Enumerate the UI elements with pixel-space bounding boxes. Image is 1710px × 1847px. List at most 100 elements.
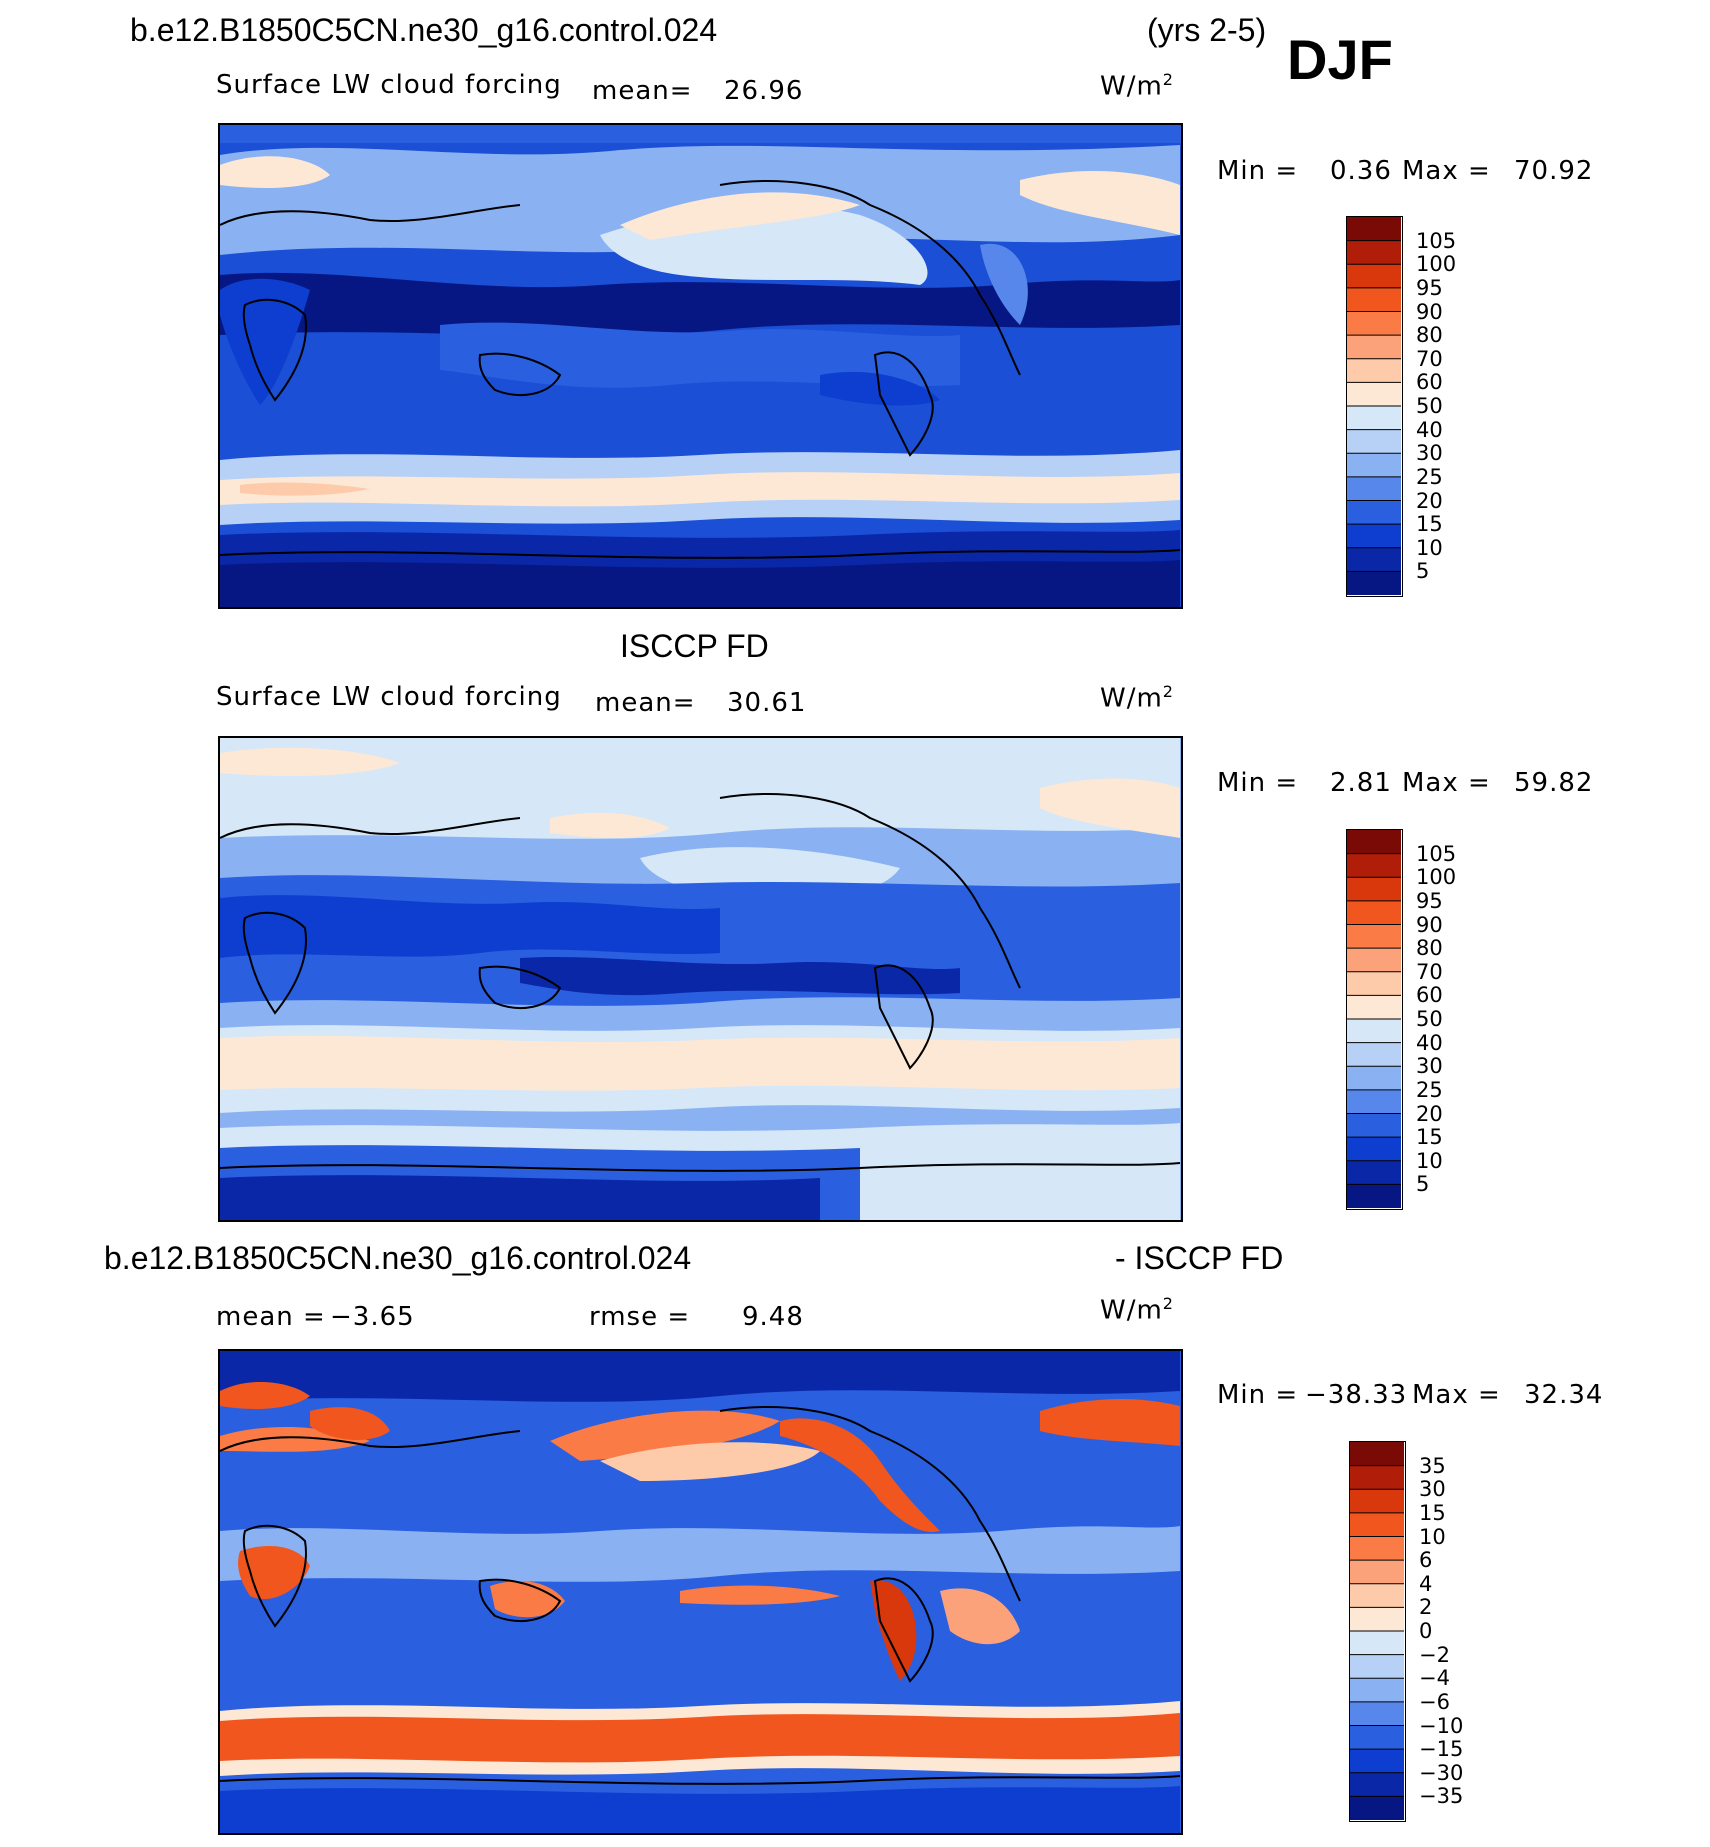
colorbar-tick-label: 90 (1416, 299, 1443, 324)
colorbar-tick-label: −15 (1419, 1737, 1464, 1762)
colorbar-tick-label: 105 (1416, 228, 1457, 253)
panel1-variable: Surface LW cloud forcing (216, 70, 562, 100)
colorbar-swatch (1347, 1042, 1401, 1067)
colorbar-swatch (1350, 1489, 1404, 1514)
colorbar-tick-label: 50 (1416, 1007, 1443, 1031)
colorbar-tick-label: 40 (1416, 1030, 1443, 1055)
panel3-units: W/m2 (1100, 1294, 1174, 1326)
colorbar-swatch (1347, 240, 1401, 265)
case-title: b.e12.B1850C5CN.ne30_g16.control.024 (130, 12, 718, 48)
panel2-max-value: 59.82 (1514, 768, 1594, 798)
colorbar-swatch (1347, 1019, 1401, 1044)
panel1-max-label: Max = (1402, 156, 1491, 186)
colorbar-swatch (1350, 1654, 1404, 1679)
colorbar-swatch (1347, 877, 1401, 902)
colorbar-swatch (1350, 1631, 1404, 1656)
colorbar-swatch (1347, 217, 1401, 242)
colorbar-swatch (1350, 1701, 1404, 1726)
colorbar-swatch (1350, 1536, 1404, 1561)
colorbar-swatch (1347, 382, 1401, 407)
colorbar-swatch (1350, 1583, 1404, 1608)
panel3-min-value: −38.33 (1305, 1380, 1408, 1410)
panel2-min-label: Min = (1217, 768, 1299, 798)
colorbar-swatch (1347, 547, 1401, 572)
colorbar-swatch (1350, 1678, 1404, 1703)
panel3-min-label: Min = (1217, 1380, 1299, 1410)
colorbar-swatch (1350, 1512, 1404, 1537)
panel2-map-fill (220, 738, 1181, 1220)
panel3-title-right: - ISCCP FD (1115, 1240, 1284, 1276)
colorbar-swatch (1347, 924, 1401, 949)
colorbar-tick-label: 95 (1416, 888, 1443, 913)
colorbar-tick-label: −35 (1419, 1784, 1464, 1809)
colorbar-tick-label: 30 (1419, 1477, 1446, 1502)
colorbar-tick-label: 100 (1416, 865, 1457, 890)
panel3-title-left: b.e12.B1850C5CN.ne30_g16.control.024 (104, 1240, 692, 1276)
colorbar-tick-label: 50 (1416, 394, 1443, 418)
colorbar-swatch (1347, 264, 1401, 289)
colorbar-swatch (1347, 524, 1401, 549)
colorbar-tick-label: 10 (1416, 1148, 1443, 1173)
colorbar-tick-label: 80 (1416, 323, 1443, 348)
colorbar-swatch (1347, 476, 1401, 501)
colorbar-tick-label: −6 (1419, 1689, 1450, 1714)
colorbar-tick-label: 95 (1416, 275, 1443, 300)
colorbar-tick-label: 60 (1416, 370, 1443, 395)
panel3-colorbar-fill (1350, 1442, 1404, 1821)
colorbar-tick-label: 15 (1416, 1125, 1443, 1150)
colorbar-swatch (1350, 1465, 1404, 1490)
colorbar-tick-label: −30 (1419, 1760, 1464, 1785)
panel3-max-value: 32.34 (1524, 1380, 1604, 1410)
colorbar-swatch (1347, 900, 1401, 925)
colorbar-swatch (1347, 853, 1401, 878)
years-label: (yrs 2-5) (1147, 12, 1267, 48)
colorbar-swatch (1347, 406, 1401, 431)
panel3-map (218, 1349, 1183, 1835)
colorbar-tick-label: 20 (1416, 1101, 1443, 1126)
colorbar-swatch (1350, 1796, 1404, 1821)
panel1-map-fill (220, 125, 1181, 607)
panel1-min-label: Min = (1217, 156, 1299, 186)
panel1-mean-label: mean= (592, 76, 693, 106)
colorbar-swatch (1347, 571, 1401, 596)
colorbar-swatch (1347, 500, 1401, 525)
colorbar-tick-label: −4 (1419, 1666, 1450, 1691)
colorbar-swatch (1350, 1749, 1404, 1774)
colorbar-tick-label: 15 (1419, 1500, 1446, 1525)
colorbar-tick-label: 30 (1416, 1054, 1443, 1079)
panel3-mean-label: mean = (216, 1302, 326, 1332)
colorbar-tick-label: 30 (1416, 441, 1443, 466)
colorbar-tick-label: −10 (1419, 1713, 1464, 1738)
colorbar-swatch (1350, 1560, 1404, 1585)
panel2-map (218, 736, 1183, 1222)
panel2-min-value: 2.81 (1330, 768, 1392, 798)
panel2-colorbar-fill (1347, 830, 1401, 1209)
colorbar-swatch (1347, 1137, 1401, 1162)
panel3-colorbar (1349, 1441, 1406, 1822)
panel1-colorbar (1346, 216, 1403, 597)
panel2-mean-value: 30.61 (727, 688, 807, 718)
panel2-mean-label: mean= (595, 688, 696, 718)
colorbar-tick-label: 105 (1416, 841, 1457, 866)
colorbar-swatch (1347, 1089, 1401, 1114)
colorbar-tick-label: 25 (1416, 1077, 1443, 1102)
colorbar-swatch (1350, 1607, 1404, 1632)
panel1-colorbar-fill (1347, 217, 1401, 596)
colorbar-tick-label: 15 (1416, 512, 1443, 537)
colorbar-swatch (1350, 1725, 1404, 1750)
panel3-rmse-value: 9.48 (742, 1302, 804, 1332)
colorbar-tick-label: 70 (1416, 346, 1443, 371)
colorbar-tick-label: 5 (1416, 1172, 1430, 1197)
panel1-map (218, 123, 1183, 609)
colorbar-tick-label: 2 (1419, 1595, 1433, 1620)
panel2-max-label: Max = (1402, 768, 1491, 798)
colorbar-tick-label: 4 (1419, 1571, 1433, 1596)
colorbar-swatch (1347, 971, 1401, 996)
colorbar-swatch (1347, 830, 1401, 855)
colorbar-tick-label: 80 (1416, 936, 1443, 961)
colorbar-tick-label: 10 (1416, 535, 1443, 560)
panel3-max-label: Max = (1412, 1380, 1501, 1410)
colorbar-swatch (1347, 1113, 1401, 1138)
colorbar-tick-label: 6 (1419, 1548, 1433, 1573)
